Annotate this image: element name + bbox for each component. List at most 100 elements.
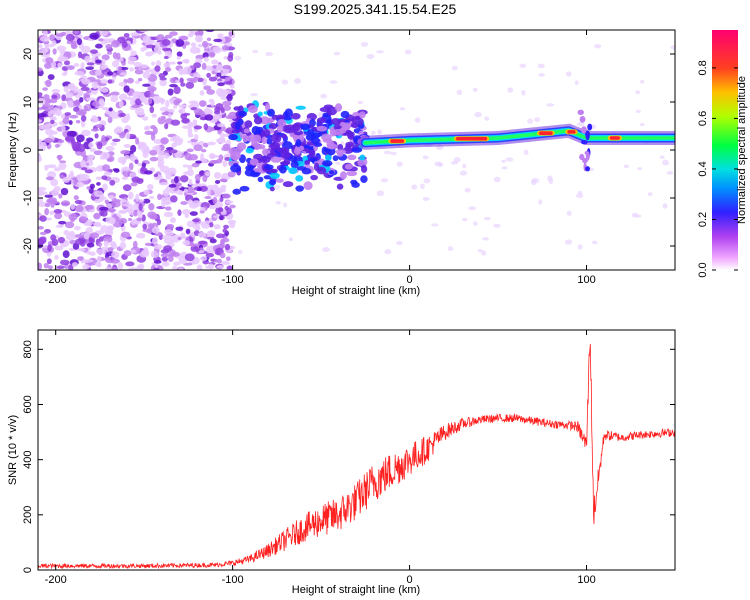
spectrogram-noise-mark: [173, 261, 181, 266]
spectrogram-noise-mark: [164, 123, 169, 130]
spectrogram-transition-mark: [262, 148, 270, 156]
spectrogram-noise-mark: [150, 81, 156, 86]
spectrogram-noise-mark: [58, 220, 67, 225]
spectrogram-noise-mark: [195, 35, 203, 43]
spectrogram-x-tick-label: -200: [45, 274, 67, 286]
spectrogram-noise-mark: [197, 77, 204, 83]
spectrogram-noise-mark: [167, 113, 172, 118]
spectrogram-sparse-mark: [250, 93, 258, 97]
spectrogram-noise-mark: [69, 170, 74, 177]
spectrogram-noise-mark: [134, 69, 144, 75]
spectrogram-transition-mark: [269, 172, 280, 179]
spectrogram-noise-mark: [152, 95, 162, 102]
spectrogram-sparse-mark: [265, 52, 273, 57]
spectrogram-noise-mark: [69, 114, 79, 119]
spectrogram-noise-mark: [137, 112, 145, 116]
spectrogram-noise-mark: [209, 238, 217, 244]
spectrogram-sparse-mark: [639, 122, 645, 127]
spectrogram-noise-mark: [108, 207, 115, 213]
spectrogram-transition-mark: [321, 160, 333, 167]
spectrogram-noise-mark: [168, 183, 177, 188]
spectrogram-noise-mark: [106, 225, 115, 231]
spectrogram-noise-mark: [144, 125, 151, 130]
spectrogram-sparse-mark: [360, 42, 369, 47]
spectrogram-noise-mark: [66, 65, 75, 71]
spectrogram-noise-mark: [140, 64, 149, 69]
spectrogram-sparse-mark: [273, 184, 280, 190]
spectrogram-transition-mark: [277, 119, 287, 127]
spectrogram-sparse-mark: [635, 90, 641, 95]
spectrogram-sparse-mark: [420, 183, 425, 190]
spectrogram-noise-mark: [204, 65, 214, 71]
spectrogram-transition-mark: [304, 160, 310, 165]
spectrogram-noise-mark: [198, 249, 205, 254]
spectrogram-noise-mark: [224, 243, 231, 251]
spectrogram-noise-mark: [59, 160, 67, 164]
colorbar: 0.0 0.2 0.4 0.6 0.8 Normalized spectral ampl…: [697, 30, 748, 278]
spectrogram-noise-mark: [178, 35, 189, 41]
spectrogram-transition-mark: [275, 134, 282, 143]
spectrogram-transition-mark: [280, 151, 292, 159]
spectrogram-noise-mark: [180, 175, 189, 183]
spectrogram-noise-mark: [179, 77, 184, 84]
spectrogram-noise-mark: [49, 210, 55, 216]
spectrogram-noise-mark: [58, 139, 65, 144]
spectrogram-noise-mark: [45, 57, 54, 64]
spectrogram-noise-mark: [100, 225, 109, 233]
spectrogram-transition-mark: [239, 185, 250, 192]
spectrogram-noise-mark: [130, 50, 137, 56]
spectrogram-transition-mark: [244, 168, 256, 177]
spectrogram-noise-mark: [95, 123, 103, 129]
spectrogram-noise-mark: [173, 176, 179, 184]
spectrogram-transition-mark: [342, 122, 352, 128]
spectrogram-noise-mark: [213, 224, 221, 230]
spectrogram-noise-mark: [222, 160, 228, 168]
spectrogram-noise-mark: [130, 144, 137, 153]
spectrogram-noise-mark: [144, 170, 153, 175]
spectrogram-noise-mark: [189, 46, 200, 54]
spectrogram-noise-mark: [117, 66, 122, 74]
carrier-glitch-mark: [580, 139, 588, 145]
snr-plot-area: [38, 330, 675, 570]
spectrogram-noise-mark: [180, 201, 188, 205]
spectrogram-transition-mark: [257, 176, 264, 183]
spectrogram-noise-mark: [206, 141, 216, 146]
spectrogram-noise-mark: [153, 260, 162, 264]
spectrogram-transition-mark: [316, 125, 328, 132]
spectrogram-transition-mark: [252, 134, 262, 143]
spectrogram-noise-mark: [98, 98, 105, 106]
spectrogram-noise-mark: [38, 67, 43, 72]
spectrogram-noise-mark: [190, 42, 197, 48]
spectrogram-marks: [38, 30, 675, 270]
spectrogram-noise-mark: [57, 154, 62, 161]
spectrogram-noise-mark: [47, 197, 58, 204]
spectrogram-noise-mark: [219, 196, 224, 203]
spectrogram-y-label: Frequency (Hz): [7, 112, 19, 188]
spectrogram-noise-mark: [45, 79, 52, 88]
spectrogram-noise-mark: [199, 209, 205, 214]
spectrogram-noise-mark: [51, 39, 57, 47]
spectrogram-noise-mark: [73, 106, 80, 112]
spectrogram-noise-mark: [104, 199, 110, 204]
spectrogram-noise-mark: [110, 141, 117, 146]
spectrogram-sparse-mark: [623, 164, 630, 169]
spectrogram-noise-mark: [153, 173, 159, 177]
spectrogram-noise-mark: [51, 94, 58, 100]
spectrogram-noise-mark: [199, 206, 206, 211]
spectrogram-noise-mark: [229, 204, 236, 209]
spectrogram-sparse-mark: [647, 192, 653, 197]
spectrogram-transition-mark: [251, 126, 261, 135]
spectrogram-transition-mark: [291, 123, 301, 132]
spectrogram-noise-mark: [195, 222, 200, 230]
spectrogram-noise-mark: [155, 60, 162, 67]
spectrogram-sparse-mark: [294, 78, 302, 84]
spectrogram-noise-mark: [74, 234, 84, 239]
spectrogram-transition-mark: [351, 147, 363, 153]
spectrogram-noise-mark: [45, 123, 55, 127]
spectrogram-transition-mark: [321, 146, 328, 156]
spectrogram-noise-mark: [55, 108, 62, 117]
spectrogram-noise-mark: [188, 178, 193, 186]
spectrogram-noise-mark: [51, 88, 61, 94]
spectrogram-noise-mark: [49, 104, 55, 111]
